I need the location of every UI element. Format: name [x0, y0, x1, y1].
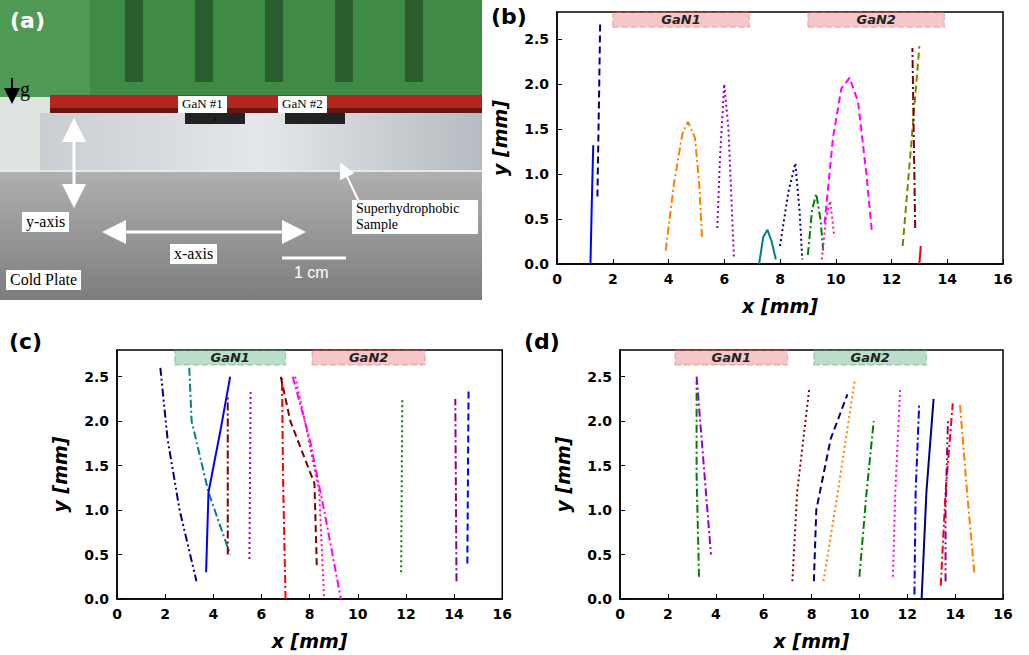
- svg-text:y [mm]: y [mm]: [489, 100, 511, 176]
- html-text:1 cm: 1 cm: [294, 264, 329, 281]
- svg-text:x [mm]: x [mm]: [271, 630, 348, 652]
- svg-text:16: 16: [993, 271, 1012, 287]
- svg-text:10: 10: [850, 606, 870, 622]
- svg-text:(d): (d): [524, 329, 560, 354]
- svg-text:16: 16: [493, 606, 512, 622]
- svg-text:2.0: 2.0: [524, 76, 549, 92]
- svg-text:0: 0: [112, 606, 122, 622]
- svg-text:(b): (b): [491, 4, 527, 29]
- svg-text:14: 14: [938, 271, 958, 287]
- svg-text:0.5: 0.5: [587, 547, 612, 563]
- html-text:x-axis: x-axis: [174, 245, 214, 262]
- svg-text:GaN1: GaN1: [210, 350, 249, 365]
- svg-text:1.5: 1.5: [587, 458, 612, 474]
- svg-text:0: 0: [615, 606, 625, 622]
- svg-text:12: 12: [396, 606, 415, 622]
- svg-text:16: 16: [993, 606, 1012, 622]
- svg-text:GaN1: GaN1: [661, 12, 700, 27]
- svg-text:10: 10: [826, 271, 846, 287]
- svg-text:8: 8: [807, 606, 817, 622]
- svg-text:GaN2: GaN2: [856, 12, 895, 27]
- svg-text:6: 6: [719, 271, 729, 287]
- svg-text:0.0: 0.0: [84, 591, 109, 607]
- svg-text:0.5: 0.5: [84, 547, 109, 563]
- svg-text:0.0: 0.0: [587, 591, 612, 607]
- svg-text:1.5: 1.5: [84, 458, 109, 474]
- svg-text:y [mm]: y [mm]: [552, 436, 574, 512]
- svg-text:10: 10: [348, 606, 368, 622]
- svg-text:1.0: 1.0: [587, 502, 612, 518]
- svg-text:14: 14: [945, 606, 965, 622]
- svg-text:12: 12: [898, 606, 917, 622]
- html-text:y-axis: y-axis: [26, 213, 66, 230]
- html-text:(a): (a): [10, 8, 45, 33]
- svg-text:2.5: 2.5: [587, 369, 612, 385]
- svg-text:GaN2: GaN2: [349, 350, 388, 365]
- svg-text:1.5: 1.5: [524, 121, 549, 137]
- svg-text:2.0: 2.0: [84, 413, 109, 429]
- svg-text:12: 12: [882, 271, 901, 287]
- svg-text:1.0: 1.0: [524, 166, 549, 182]
- svg-text:4: 4: [664, 271, 674, 287]
- svg-text:8: 8: [775, 271, 785, 287]
- svg-text:(c): (c): [9, 329, 42, 354]
- svg-text:x [mm]: x [mm]: [773, 630, 850, 652]
- svg-text:GaN1: GaN1: [712, 350, 751, 365]
- svg-text:6: 6: [257, 606, 267, 622]
- svg-text:2.5: 2.5: [84, 369, 109, 385]
- svg-text:4: 4: [711, 606, 721, 622]
- svg-text:0.0: 0.0: [524, 256, 549, 272]
- svg-text:2: 2: [663, 606, 673, 622]
- html-text:GaN #1: GaN #1: [182, 96, 223, 111]
- svg-text:14: 14: [444, 606, 464, 622]
- svg-text:0.5: 0.5: [524, 211, 549, 227]
- html-text:g: g: [20, 78, 30, 100]
- html-text:Cold Plate: Cold Plate: [10, 271, 78, 288]
- html-text:GaN #2: GaN #2: [282, 96, 323, 111]
- svg-text:2.0: 2.0: [587, 413, 612, 429]
- svg-text:y [mm]: y [mm]: [49, 436, 71, 512]
- svg-text:2: 2: [608, 271, 618, 287]
- svg-text:0: 0: [552, 271, 562, 287]
- svg-text:8: 8: [305, 606, 315, 622]
- svg-text:2.5: 2.5: [524, 31, 549, 47]
- svg-text:x [mm]: x [mm]: [741, 295, 818, 317]
- html-text:Superhydrophobic Sample: Superhydrophobic Sample: [356, 201, 460, 233]
- svg-text:GaN2: GaN2: [850, 350, 889, 365]
- svg-text:2: 2: [160, 606, 170, 622]
- svg-text:1.0: 1.0: [84, 502, 109, 518]
- svg-text:6: 6: [759, 606, 769, 622]
- svg-text:4: 4: [208, 606, 218, 622]
